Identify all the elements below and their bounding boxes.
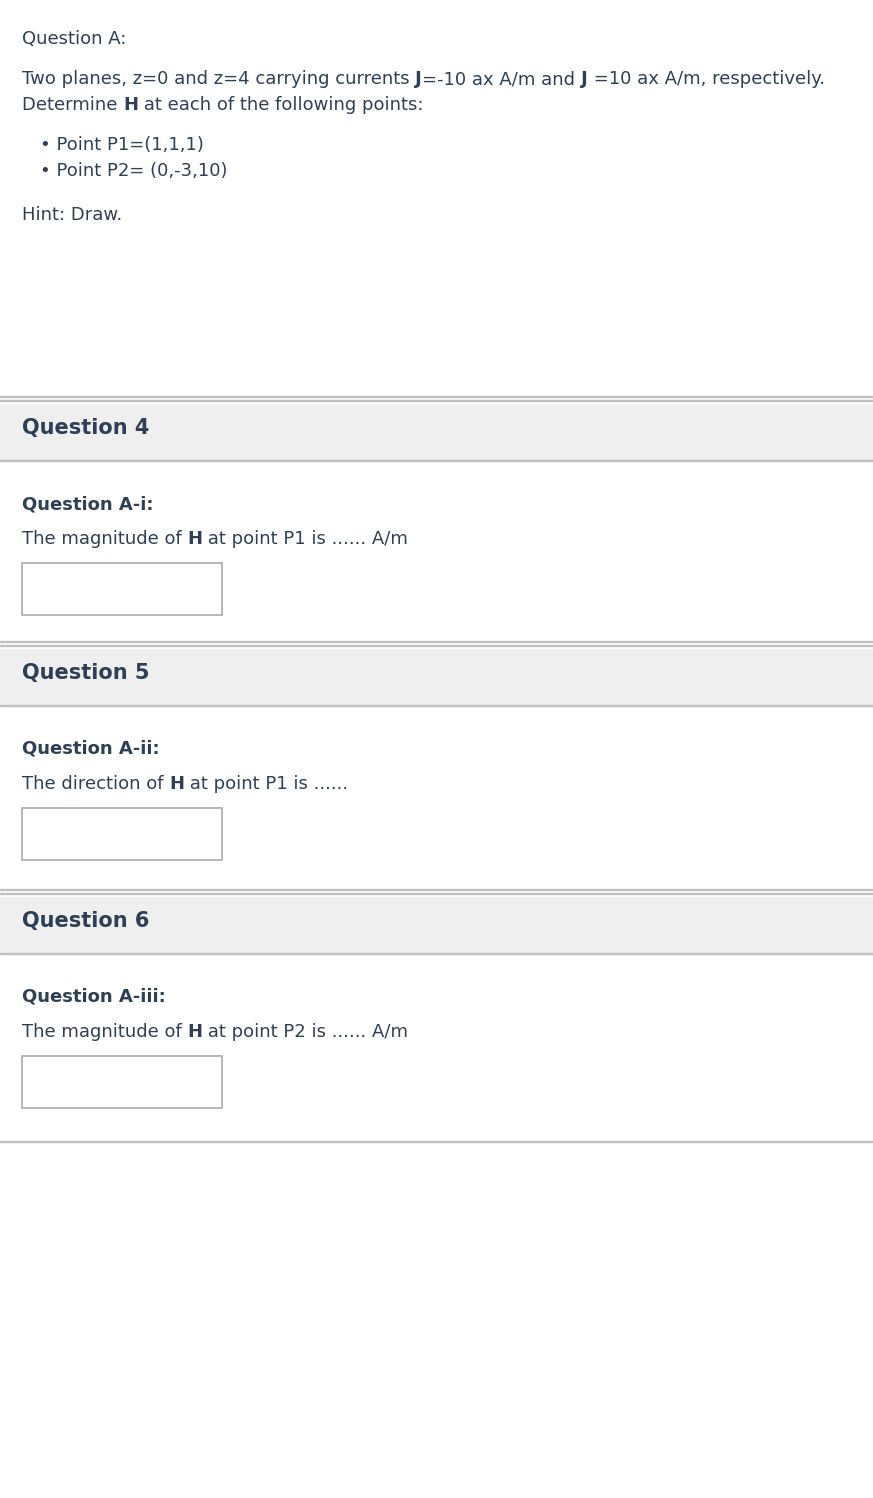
Text: Question 5: Question 5 <box>22 664 149 683</box>
Text: Hint: Draw.: Hint: Draw. <box>22 207 122 225</box>
Text: Question A-iii:: Question A-iii: <box>22 989 166 1007</box>
Text: The magnitude of: The magnitude of <box>22 530 188 548</box>
FancyBboxPatch shape <box>22 1056 222 1109</box>
Text: The magnitude of: The magnitude of <box>22 1023 188 1041</box>
Text: Question A:: Question A: <box>22 30 127 48</box>
Text: Question 6: Question 6 <box>22 911 149 930</box>
Text: at point P2 is ...... A/m: at point P2 is ...... A/m <box>203 1023 409 1041</box>
Text: • Point P1=(1,1,1): • Point P1=(1,1,1) <box>40 136 204 154</box>
FancyBboxPatch shape <box>0 897 873 953</box>
Text: • Point P2= (0,-3,10): • Point P2= (0,-3,10) <box>40 162 228 180</box>
Text: J: J <box>416 70 423 88</box>
Text: Two planes, z=0 and z=4 carrying currents: Two planes, z=0 and z=4 carrying current… <box>22 70 416 88</box>
Text: Determine: Determine <box>22 96 123 114</box>
Text: H: H <box>188 1023 203 1041</box>
FancyBboxPatch shape <box>0 404 873 460</box>
Text: Question A-i:: Question A-i: <box>22 494 154 512</box>
Text: Question A-ii:: Question A-ii: <box>22 740 160 758</box>
Text: H: H <box>169 774 184 792</box>
FancyBboxPatch shape <box>22 563 222 616</box>
Text: =-10 ax A/m and: =-10 ax A/m and <box>423 70 581 88</box>
Text: J: J <box>581 70 588 88</box>
Text: Question 4: Question 4 <box>22 418 149 437</box>
FancyBboxPatch shape <box>22 807 222 860</box>
Text: H: H <box>123 96 138 114</box>
FancyBboxPatch shape <box>0 649 873 706</box>
Text: at point P1 is ......: at point P1 is ...... <box>184 774 348 792</box>
Text: H: H <box>188 530 203 548</box>
Text: at point P1 is ...... A/m: at point P1 is ...... A/m <box>203 530 409 548</box>
Text: The direction of: The direction of <box>22 774 169 792</box>
Text: =10 ax A/m, respectively.: =10 ax A/m, respectively. <box>588 70 825 88</box>
Text: at each of the following points:: at each of the following points: <box>138 96 423 114</box>
